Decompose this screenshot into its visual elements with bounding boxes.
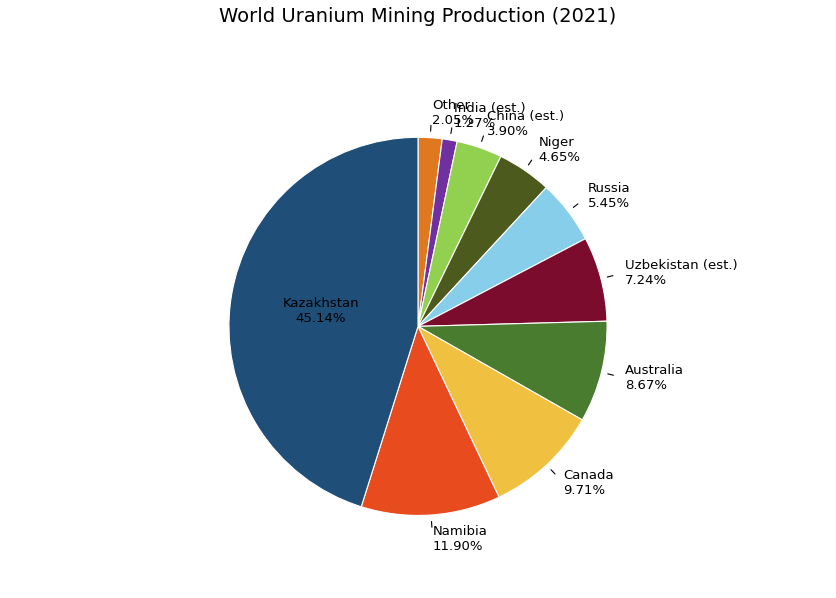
Wedge shape bbox=[418, 188, 585, 327]
Text: Namibia
11.90%: Namibia 11.90% bbox=[433, 526, 487, 554]
Wedge shape bbox=[361, 327, 499, 515]
Wedge shape bbox=[229, 138, 418, 507]
Text: Canada
9.71%: Canada 9.71% bbox=[563, 469, 614, 497]
Wedge shape bbox=[418, 321, 607, 420]
Text: Kazakhstan
45.14%: Kazakhstan 45.14% bbox=[283, 297, 359, 325]
Text: Other
2.05%: Other 2.05% bbox=[431, 99, 474, 127]
Wedge shape bbox=[418, 139, 457, 327]
Wedge shape bbox=[418, 239, 607, 327]
Wedge shape bbox=[418, 157, 546, 327]
Text: China (est.)
3.90%: China (est.) 3.90% bbox=[487, 111, 564, 138]
Text: Russia
5.45%: Russia 5.45% bbox=[588, 182, 630, 210]
Title: World Uranium Mining Production (2021): World Uranium Mining Production (2021) bbox=[219, 7, 617, 26]
Text: Niger
4.65%: Niger 4.65% bbox=[538, 136, 581, 164]
Text: India (est.)
1.27%: India (est.) 1.27% bbox=[454, 102, 526, 130]
Wedge shape bbox=[418, 141, 501, 327]
Wedge shape bbox=[418, 138, 442, 327]
Wedge shape bbox=[418, 327, 583, 497]
Text: Uzbekistan (est.)
7.24%: Uzbekistan (est.) 7.24% bbox=[624, 258, 737, 286]
Text: Australia
8.67%: Australia 8.67% bbox=[625, 364, 684, 392]
